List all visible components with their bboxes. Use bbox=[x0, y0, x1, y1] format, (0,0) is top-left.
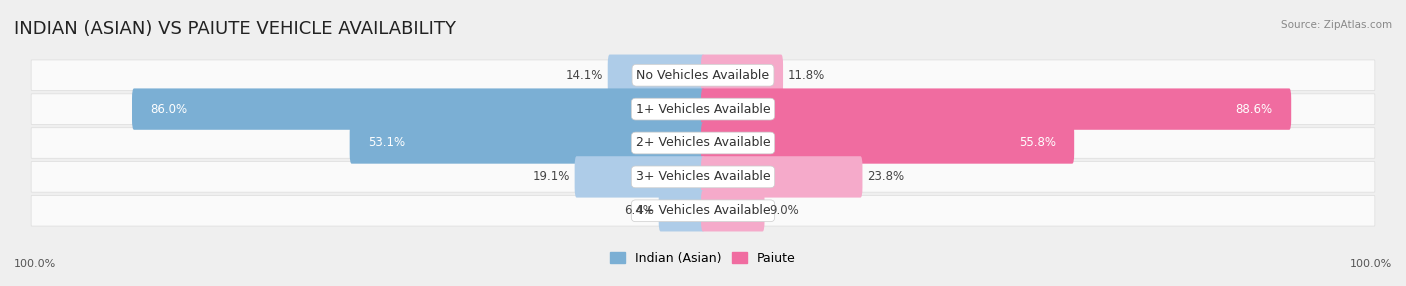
Text: 1+ Vehicles Available: 1+ Vehicles Available bbox=[636, 103, 770, 116]
Text: 86.0%: 86.0% bbox=[150, 103, 187, 116]
Text: 9.0%: 9.0% bbox=[769, 204, 799, 217]
FancyBboxPatch shape bbox=[31, 128, 1375, 158]
Text: No Vehicles Available: No Vehicles Available bbox=[637, 69, 769, 82]
FancyBboxPatch shape bbox=[350, 122, 704, 164]
Text: Source: ZipAtlas.com: Source: ZipAtlas.com bbox=[1281, 20, 1392, 30]
FancyBboxPatch shape bbox=[132, 88, 704, 130]
Text: 14.1%: 14.1% bbox=[565, 69, 603, 82]
FancyBboxPatch shape bbox=[702, 88, 1291, 130]
Text: 100.0%: 100.0% bbox=[14, 259, 56, 269]
Text: 3+ Vehicles Available: 3+ Vehicles Available bbox=[636, 170, 770, 183]
Text: 23.8%: 23.8% bbox=[868, 170, 904, 183]
FancyBboxPatch shape bbox=[31, 60, 1375, 90]
Text: 100.0%: 100.0% bbox=[1350, 259, 1392, 269]
Text: 2+ Vehicles Available: 2+ Vehicles Available bbox=[636, 136, 770, 150]
FancyBboxPatch shape bbox=[575, 156, 704, 198]
Legend: Indian (Asian), Paiute: Indian (Asian), Paiute bbox=[606, 248, 800, 269]
FancyBboxPatch shape bbox=[702, 156, 862, 198]
Text: 55.8%: 55.8% bbox=[1019, 136, 1056, 150]
FancyBboxPatch shape bbox=[702, 122, 1074, 164]
FancyBboxPatch shape bbox=[702, 190, 765, 231]
FancyBboxPatch shape bbox=[31, 162, 1375, 192]
Text: 19.1%: 19.1% bbox=[533, 170, 569, 183]
Text: 53.1%: 53.1% bbox=[368, 136, 405, 150]
FancyBboxPatch shape bbox=[31, 196, 1375, 226]
FancyBboxPatch shape bbox=[658, 190, 704, 231]
Text: 4+ Vehicles Available: 4+ Vehicles Available bbox=[636, 204, 770, 217]
FancyBboxPatch shape bbox=[31, 94, 1375, 124]
FancyBboxPatch shape bbox=[702, 55, 783, 96]
Text: INDIAN (ASIAN) VS PAIUTE VEHICLE AVAILABILITY: INDIAN (ASIAN) VS PAIUTE VEHICLE AVAILAB… bbox=[14, 20, 456, 38]
Text: 6.4%: 6.4% bbox=[624, 204, 654, 217]
Text: 88.6%: 88.6% bbox=[1236, 103, 1272, 116]
Text: 11.8%: 11.8% bbox=[787, 69, 825, 82]
FancyBboxPatch shape bbox=[607, 55, 704, 96]
